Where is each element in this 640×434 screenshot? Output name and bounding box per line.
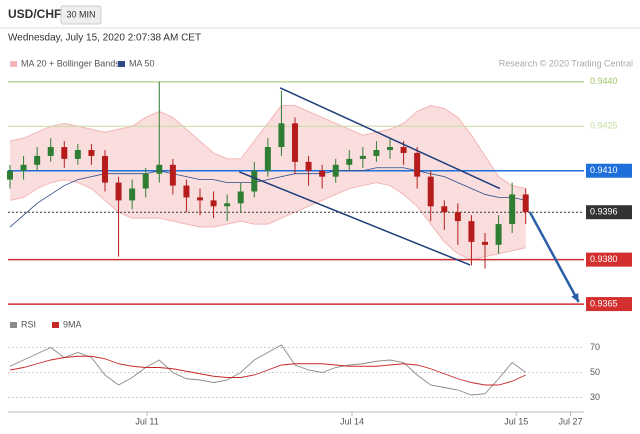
level-label: 0.9380 [590,254,618,264]
candle-body [278,123,285,148]
candle-body [129,188,136,201]
candle-body [441,206,448,213]
candle-body [197,197,203,201]
candle-body [509,194,516,225]
candle-body [7,170,13,180]
candle-body [332,164,339,177]
indicator-line [9,355,526,386]
trendline [239,171,471,266]
candle-body [468,221,475,242]
candle-body [115,182,122,201]
candle-body [319,170,326,177]
indicator-line [9,344,526,396]
candle-body [88,150,95,156]
y-tick-label: 50 [590,367,600,377]
candle-body [169,164,176,186]
candle-body [305,161,312,171]
legend-swatch [10,322,17,328]
x-tick-label: Jul 15 [504,416,528,426]
candle-body [156,164,163,174]
candle-body [495,224,502,245]
candle-body [102,155,108,183]
level-label-box [586,297,632,312]
y-tick-label: 70 [590,342,600,352]
legend-label: MA 20 + Bollinger Bands [21,58,120,68]
level-label: 0.9410 [590,165,618,175]
level-label: 0.9425 [590,121,618,131]
level-label-box [586,205,632,220]
candle-body [482,241,488,245]
candle-body [251,170,258,192]
candle-body [359,155,366,159]
candle-body [427,176,434,207]
candle-body [20,164,27,171]
band-lower [9,179,526,261]
timeframe: 30 MIN [66,9,95,19]
level-label: 0.9440 [590,76,618,86]
ma50-line [9,167,526,228]
candle-body [61,147,68,159]
timeframe-badge [60,5,102,25]
legend-label: MA 50 [129,58,155,68]
forecast-arrow [528,211,580,303]
legend-swatch [52,322,59,328]
candle-body [292,123,298,162]
legend-label: 9MA [63,319,82,329]
timestamp: Wednesday, July 15, 2020 2:07:38 AM CET [8,33,201,44]
legend-label: RSI [21,319,36,329]
candle-body [47,147,54,156]
level-label-box [586,252,632,267]
level-label: 0.9396 [590,207,618,217]
trendline [279,87,501,190]
candle-body [237,191,244,204]
credit: Research © 2020 Trading Central [499,58,633,68]
candle-body [264,147,271,171]
bollinger-band [10,105,526,260]
candle-body [142,173,149,189]
x-tick-label: Jul 14 [340,416,364,426]
candle-body [373,150,380,156]
candle-body [34,155,41,165]
candle-body [454,212,461,222]
legend-swatch [10,61,17,67]
symbol: USD/CHF [8,7,61,21]
candle-body [74,150,81,159]
candle-body [346,158,353,165]
x-tick-label: Jul 27 [558,416,582,426]
candle-body [400,147,407,153]
candle-body [414,152,421,177]
arrow-head [571,293,579,302]
candle-body [387,147,393,150]
candle-body [183,185,190,198]
candle-body [224,203,231,207]
candle-body [210,200,217,207]
level-label-box [586,163,632,178]
band-upper [9,105,526,190]
legend-swatch [118,61,125,67]
x-tick-label: Jul 11 [135,416,158,426]
level-label: 0.9365 [590,298,618,308]
candle-body [522,194,529,213]
y-tick-label: 30 [590,392,600,402]
